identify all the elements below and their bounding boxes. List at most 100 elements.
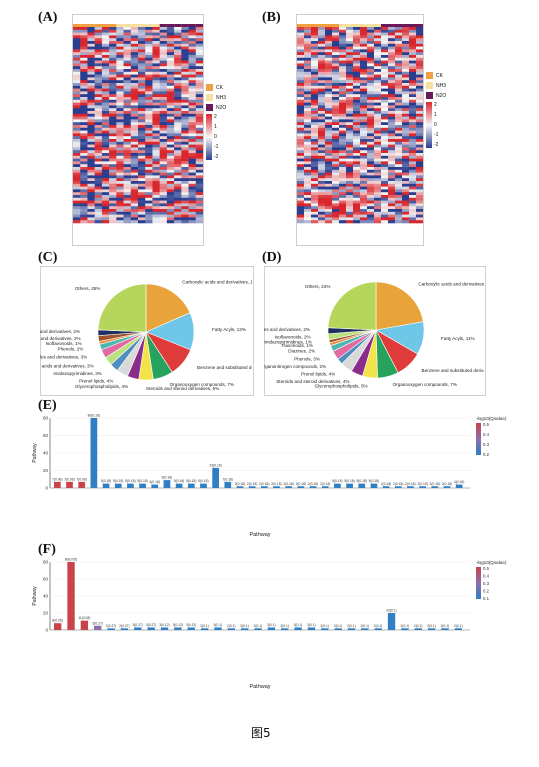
- heatmap-cell: [188, 69, 197, 73]
- heatmap-cell: [174, 60, 182, 64]
- heatmap-cell: [109, 27, 117, 31]
- heatmap-cell: [325, 27, 333, 31]
- heatmap-cell: [367, 102, 375, 106]
- heatmap-cell: [195, 200, 203, 204]
- heatmap-cell: [318, 130, 326, 134]
- heatmap-cell: [381, 164, 389, 168]
- heatmap-cell: [416, 122, 423, 126]
- heatmap-cell: [381, 147, 389, 151]
- heatmap-cell: [166, 105, 175, 109]
- heatmap-cell: [181, 192, 189, 196]
- heatmap-cell: [311, 119, 319, 123]
- heatmap-cell: [80, 49, 88, 53]
- heatmap-group-strip: [332, 24, 339, 27]
- heatmap-cell: [325, 55, 333, 59]
- heatmap-cell: [297, 161, 305, 165]
- heatmap-cell: [188, 116, 197, 120]
- heatmap-cell: [181, 69, 189, 73]
- heatmap-cell: [395, 55, 403, 59]
- heatmap-cell: [152, 108, 160, 112]
- heatmap-cell: [166, 127, 175, 131]
- heatmap-cell: [325, 153, 333, 157]
- heatmap-cell: [138, 209, 146, 213]
- heatmap-cell: [360, 55, 368, 59]
- heatmap-cell: [130, 77, 139, 81]
- heatmap-cell: [374, 197, 382, 201]
- heatmap-cell: [188, 99, 197, 103]
- heatmap-cell: [346, 189, 354, 193]
- heatmap-cell: [402, 43, 410, 47]
- heatmap-cell: [304, 144, 312, 148]
- heatmap-cell: [145, 164, 153, 168]
- heatmap-cell: [297, 172, 305, 176]
- heatmap-cell: [116, 211, 124, 215]
- heatmap-cell: [311, 125, 319, 129]
- heatmap-cell: [332, 105, 340, 109]
- heatmap-a-legend: CK NH3 N2O: [206, 84, 226, 114]
- heatmap-cell: [130, 41, 139, 45]
- heatmap-cell: [181, 175, 189, 179]
- heatmap-cell: [297, 167, 305, 171]
- bar: [419, 486, 426, 488]
- heatmap-cell: [181, 52, 189, 56]
- heatmap-cell: [188, 71, 197, 75]
- heatmap-cell: [195, 220, 203, 224]
- heatmap-cell: [166, 113, 175, 117]
- heatmap-cell: [123, 83, 132, 87]
- bar-value-label: 2(0.1): [200, 624, 209, 628]
- heatmap-cell: [195, 141, 203, 145]
- heatmap-cell: [109, 94, 117, 98]
- heatmap-cell: [195, 83, 203, 87]
- heatmap-cell: [109, 80, 117, 84]
- heatmap-cell: [297, 178, 305, 182]
- heatmap-cell: [188, 97, 197, 101]
- heatmap-cell: [395, 88, 403, 92]
- heatmap-cell: [416, 71, 423, 75]
- heatmap-cell: [174, 203, 182, 207]
- heatmap-cell: [346, 209, 354, 213]
- heatmap-cell: [339, 200, 347, 204]
- heatmap-cell: [388, 189, 396, 193]
- heatmap-cell: [80, 153, 88, 157]
- heatmap-cell: [297, 125, 305, 129]
- heatmap-cell: [94, 97, 103, 101]
- heatmap-cell: [318, 209, 326, 213]
- heatmap-cell: [402, 150, 410, 154]
- heatmap-cell: [130, 99, 139, 103]
- heatmap-cell: [130, 164, 139, 168]
- heatmap-cell: [174, 181, 182, 185]
- heatmap-cell: [116, 220, 124, 224]
- heatmap-cell: [402, 80, 410, 84]
- heatmap-cell: [73, 41, 81, 45]
- heatmap-cell: [159, 57, 168, 61]
- heatmap-cell: [367, 43, 375, 47]
- heatmap-cell: [138, 46, 146, 50]
- heatmap-cell: [101, 94, 110, 98]
- heatmap-cell: [402, 192, 410, 196]
- bar-value-label: 2(0.1): [280, 624, 289, 628]
- heatmap-cell: [109, 139, 117, 143]
- heatmap-cell: [159, 169, 168, 173]
- heatmap-cell: [353, 29, 361, 33]
- heatmap-cell: [332, 183, 340, 187]
- heatmap-cell: [367, 139, 375, 143]
- heatmap-cell: [87, 178, 95, 182]
- heatmap-cell: [346, 57, 354, 61]
- heatmap-cell: [304, 80, 312, 84]
- y-tick-label: 80: [43, 560, 49, 565]
- heatmap-cell: [325, 209, 333, 213]
- heatmap-cell: [116, 57, 124, 61]
- heatmap-cell: [360, 69, 368, 73]
- heatmap-cell: [87, 127, 95, 131]
- heatmap-cell: [346, 139, 354, 143]
- heatmap-cell: [195, 164, 203, 168]
- heatmap-cell: [353, 32, 361, 36]
- heatmap-cell: [360, 27, 368, 31]
- heatmap-cell: [138, 66, 146, 70]
- heatmap-cell: [346, 116, 354, 120]
- heatmap-cell: [353, 155, 361, 159]
- legend-tick-label: 0.2: [483, 589, 490, 594]
- heatmap-cell: [188, 80, 197, 84]
- heatmap-cell: [325, 214, 333, 218]
- heatmap-cell: [116, 161, 124, 165]
